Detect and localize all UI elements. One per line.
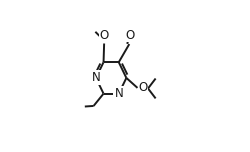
Text: N: N	[92, 71, 100, 84]
Text: O: O	[138, 81, 147, 94]
Text: N: N	[114, 87, 123, 100]
Text: O: O	[125, 29, 134, 42]
Text: O: O	[100, 29, 109, 42]
